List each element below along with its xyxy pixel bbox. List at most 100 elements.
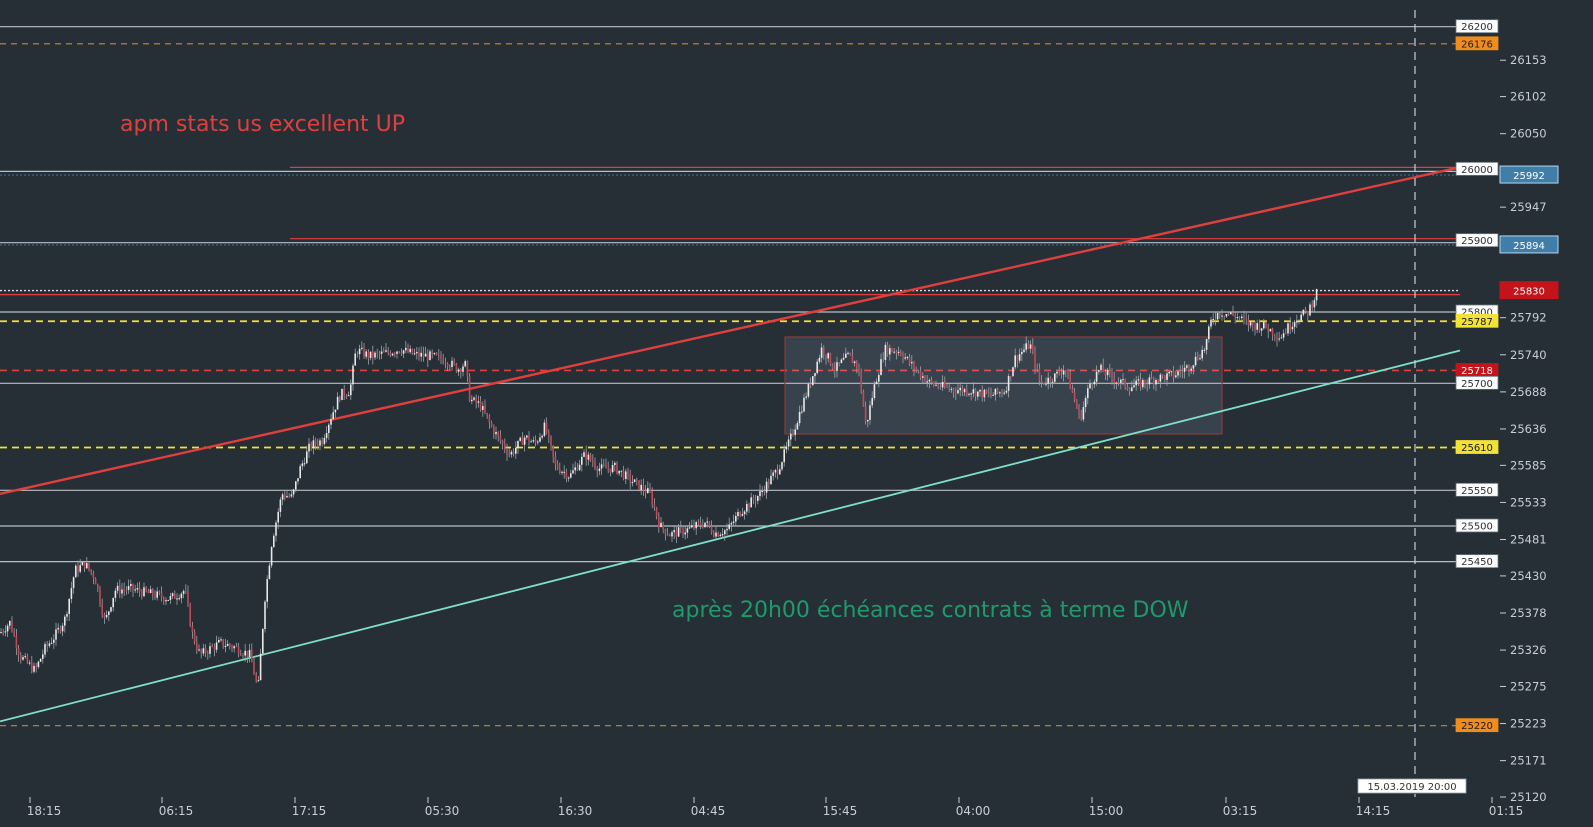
candle-body: [273, 535, 275, 548]
candle-body: [482, 406, 484, 410]
candle-body: [488, 416, 491, 423]
candle-body: [713, 532, 715, 537]
candle-body: [928, 379, 931, 382]
candle-body: [398, 351, 400, 353]
candle-body: [829, 353, 832, 365]
candle-body: [365, 351, 367, 357]
candle-body: [55, 629, 57, 640]
candle-body: [728, 524, 730, 529]
candle-body: [631, 482, 634, 484]
candle-body: [759, 491, 761, 496]
candle-body: [640, 484, 642, 490]
candle-body: [1155, 380, 1157, 385]
candle-body: [939, 386, 942, 388]
candle-body: [812, 376, 814, 385]
candle-body: [1060, 373, 1063, 375]
candle-body: [948, 387, 950, 390]
candle-body: [1122, 379, 1124, 381]
candle-body: [985, 389, 988, 394]
y-tick-label: 26153: [1510, 53, 1547, 67]
channel-bottom-line[interactable]: [0, 349, 1461, 723]
candle-body: [992, 394, 994, 396]
candle-body: [427, 353, 429, 361]
candle-body: [134, 589, 136, 591]
candle-body: [787, 439, 790, 447]
price-badge: [1499, 281, 1559, 300]
candle-body: [1186, 365, 1188, 368]
candle-body: [290, 494, 293, 497]
candle-body: [664, 529, 667, 535]
x-tick-label: 15:45: [823, 804, 858, 818]
level-badge-label: 26176: [1461, 39, 1493, 50]
candle-body: [233, 646, 235, 649]
candle-body: [878, 375, 880, 382]
candle-body: [218, 639, 220, 643]
candle-body: [222, 639, 224, 647]
candle-body: [669, 535, 671, 537]
candle-body: [1234, 315, 1236, 318]
candle-body: [152, 589, 154, 596]
candle-body: [596, 467, 598, 472]
candle-body: [72, 577, 75, 589]
candle-body: [886, 344, 889, 355]
candle-body: [710, 526, 713, 533]
candle-body: [207, 653, 209, 655]
candle-body: [884, 344, 887, 361]
candle-body: [1142, 380, 1144, 388]
candle-body: [1051, 381, 1054, 383]
candle-body: [286, 496, 288, 498]
candle-body: [435, 353, 438, 355]
candle-body: [719, 534, 722, 537]
candle-body: [823, 347, 825, 355]
candle-body: [981, 389, 983, 398]
candle-body: [123, 589, 125, 591]
candle-body: [552, 445, 554, 457]
candle-body: [924, 376, 926, 383]
candle-body: [1298, 320, 1300, 322]
candle-body: [891, 348, 893, 352]
candle-body: [1304, 309, 1307, 312]
candle-body: [1014, 355, 1016, 368]
candle-body: [671, 532, 673, 537]
candle-body: [805, 396, 807, 398]
candle-body: [763, 491, 766, 493]
channel-top-line[interactable]: [0, 166, 1461, 496]
candle-body: [418, 352, 420, 357]
candle-body: [625, 471, 627, 479]
candle-body: [94, 578, 97, 585]
candle-body: [576, 467, 579, 471]
candle-body: [253, 662, 255, 675]
candle-body: [704, 522, 706, 528]
candle-body: [897, 351, 900, 353]
candle-body: [202, 648, 205, 654]
candle-body: [178, 598, 180, 600]
candle-body: [187, 591, 189, 605]
price-badge: [1499, 165, 1559, 184]
candle-body: [818, 357, 821, 362]
range-box[interactable]: [784, 336, 1223, 435]
candle-body: [930, 379, 933, 383]
candle-body: [319, 440, 321, 446]
candle-body: [1161, 374, 1164, 376]
candle-body: [750, 497, 752, 508]
candle-body: [968, 393, 970, 395]
candle-body: [0, 631, 2, 633]
y-tick-label: 25171: [1510, 754, 1547, 768]
level-badge-label: 25718: [1461, 366, 1493, 377]
candle-body: [1043, 382, 1045, 384]
candle-body: [127, 585, 130, 590]
candle-body: [121, 589, 123, 594]
candle-body: [347, 395, 350, 397]
candle-body: [350, 384, 352, 396]
candle-body: [697, 522, 700, 524]
candle-body: [658, 516, 660, 527]
candle-body: [512, 451, 515, 454]
candle-body: [268, 565, 271, 580]
candle-body: [592, 460, 594, 463]
candle-body: [354, 353, 356, 366]
candle-body: [1203, 349, 1206, 351]
candle-body: [574, 467, 576, 471]
candle-body: [1194, 356, 1197, 366]
candle-body: [1278, 338, 1280, 340]
